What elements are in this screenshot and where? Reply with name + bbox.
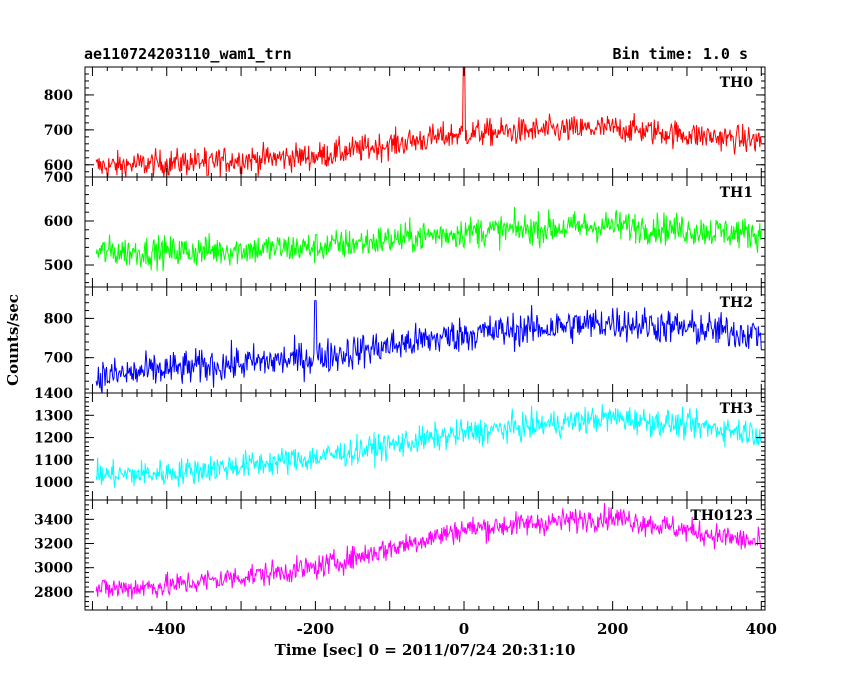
panel-frame-th0123	[84, 499, 766, 611]
y-tick-label: 800	[44, 311, 73, 327]
y-tick-label: 700	[44, 123, 73, 139]
y-tick-label: 3200	[34, 537, 73, 553]
y-tick-label: 600	[44, 214, 73, 230]
y-tick-label: 700	[44, 170, 73, 186]
x-tick-label: 0	[459, 620, 469, 638]
series-line-th0123	[95, 503, 762, 600]
series-line-th0	[95, 67, 762, 177]
series-line-th3	[95, 404, 762, 488]
panel-label-th2: TH2	[720, 295, 753, 311]
y-tick-label: 500	[44, 258, 73, 274]
y-tick-label: 1200	[34, 431, 73, 447]
panel-frame-th0	[84, 66, 766, 178]
y-tick-label: 600	[44, 158, 73, 174]
x-tick-label: -200	[297, 620, 335, 638]
panel-label-th3: TH3	[720, 401, 753, 417]
panel-label-th0123: TH0123	[690, 508, 753, 524]
panel-label-th0: TH0	[720, 75, 754, 91]
series-line-th1	[95, 206, 762, 272]
y-tick-label: 2800	[34, 585, 73, 601]
panel-frame-th3	[84, 392, 766, 501]
y-tick-label: 1000	[34, 475, 73, 491]
y-axis-label: Counts/sec	[4, 294, 22, 386]
x-axis-label: Time [sec] 0 = 2011/07/24 20:31:10	[275, 641, 576, 659]
chart-title: ae110724203110_wam1_trn	[84, 45, 292, 63]
y-tick-label: 1300	[34, 408, 73, 424]
y-tick-label: 3400	[34, 512, 73, 528]
x-tick-label: 200	[597, 620, 628, 638]
y-tick-label: 700	[44, 351, 73, 367]
y-tick-label: 800	[44, 88, 73, 104]
series-line-th2	[95, 300, 762, 393]
bin-time-label: Bin time: 1.0 s	[612, 45, 748, 63]
panel-label-th1: TH1	[720, 185, 753, 201]
y-tick-label: 1100	[34, 453, 73, 469]
x-tick-label: -400	[148, 620, 186, 638]
y-tick-label: 3000	[34, 561, 73, 577]
y-tick-label: 1400	[34, 386, 73, 402]
x-tick-label: 400	[746, 620, 777, 638]
